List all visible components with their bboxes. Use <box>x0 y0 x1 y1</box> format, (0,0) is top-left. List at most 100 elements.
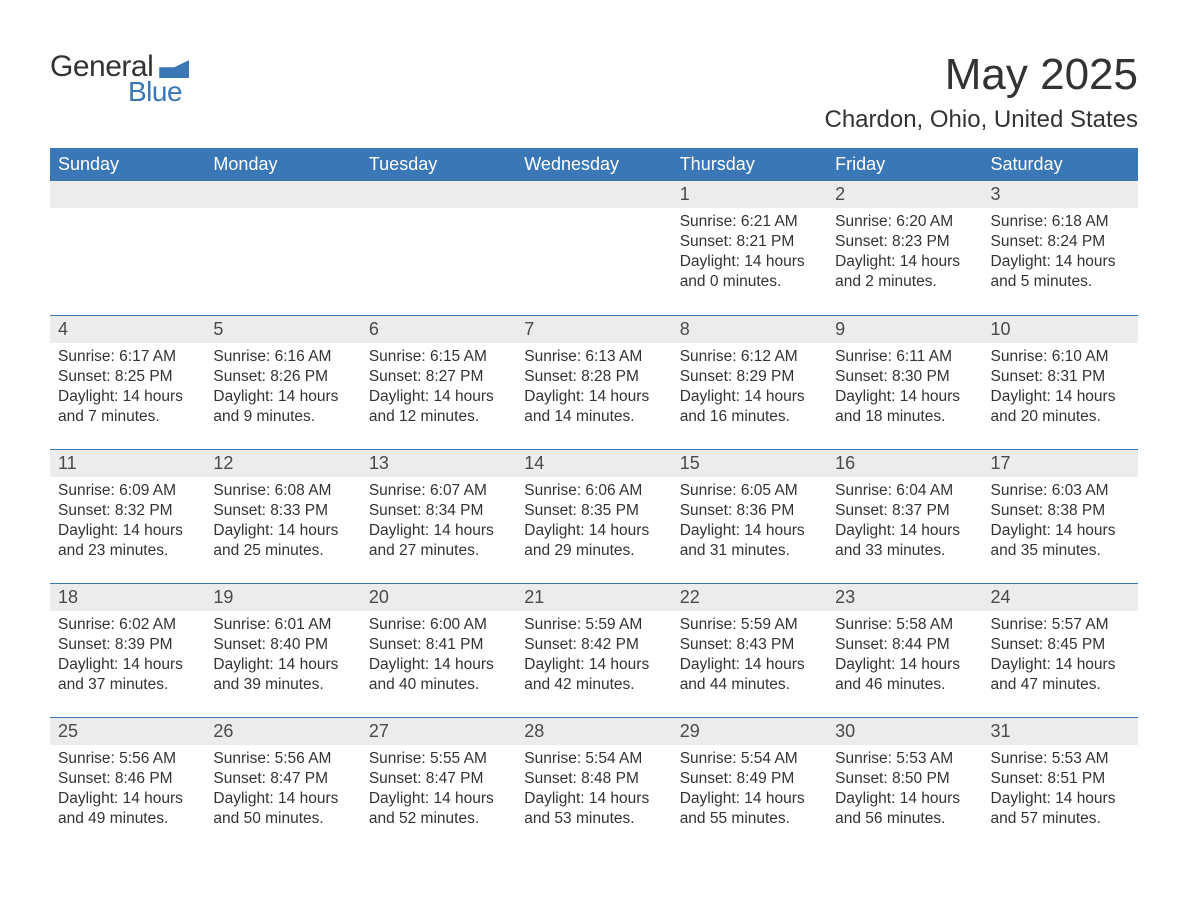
calendar-cell: 30Sunrise: 5:53 AMSunset: 8:50 PMDayligh… <box>827 717 982 851</box>
day-body: Sunrise: 6:21 AMSunset: 8:21 PMDaylight:… <box>672 208 827 303</box>
sunrise-line: Sunrise: 6:06 AM <box>524 481 663 501</box>
day-body: Sunrise: 6:00 AMSunset: 8:41 PMDaylight:… <box>361 611 516 706</box>
sunrise-line: Sunrise: 5:59 AM <box>524 615 663 635</box>
sunrise-line: Sunrise: 6:15 AM <box>369 347 508 367</box>
daylight-line: Daylight: 14 hours and 18 minutes. <box>835 387 974 427</box>
day-body <box>516 208 671 222</box>
sunrise-line: Sunrise: 6:18 AM <box>991 212 1130 232</box>
day-number: 4 <box>50 316 205 343</box>
daylight-line: Daylight: 14 hours and 5 minutes. <box>991 252 1130 292</box>
sunrise-line: Sunrise: 6:00 AM <box>369 615 508 635</box>
calendar-row: 4Sunrise: 6:17 AMSunset: 8:25 PMDaylight… <box>50 315 1138 449</box>
sunset-line: Sunset: 8:26 PM <box>213 367 352 387</box>
sunset-line: Sunset: 8:25 PM <box>58 367 197 387</box>
calendar-cell: 25Sunrise: 5:56 AMSunset: 8:46 PMDayligh… <box>50 717 205 851</box>
day-number: 27 <box>361 718 516 745</box>
day-number <box>50 181 205 208</box>
sunrise-line: Sunrise: 5:56 AM <box>213 749 352 769</box>
calendar-cell: 3Sunrise: 6:18 AMSunset: 8:24 PMDaylight… <box>983 181 1138 315</box>
day-number: 11 <box>50 450 205 477</box>
sunset-line: Sunset: 8:48 PM <box>524 769 663 789</box>
sunrise-line: Sunrise: 6:16 AM <box>213 347 352 367</box>
sunrise-line: Sunrise: 6:20 AM <box>835 212 974 232</box>
day-number: 7 <box>516 316 671 343</box>
sunrise-line: Sunrise: 5:54 AM <box>680 749 819 769</box>
sunrise-line: Sunrise: 6:11 AM <box>835 347 974 367</box>
calendar-cell: 21Sunrise: 5:59 AMSunset: 8:42 PMDayligh… <box>516 583 671 717</box>
day-number: 14 <box>516 450 671 477</box>
sunrise-line: Sunrise: 5:53 AM <box>835 749 974 769</box>
daylight-line: Daylight: 14 hours and 37 minutes. <box>58 655 197 695</box>
brand-part2: Blue <box>128 76 182 108</box>
day-number: 17 <box>983 450 1138 477</box>
weekday-header: Tuesday <box>361 148 516 181</box>
calendar-cell: 10Sunrise: 6:10 AMSunset: 8:31 PMDayligh… <box>983 315 1138 449</box>
daylight-line: Daylight: 14 hours and 33 minutes. <box>835 521 974 561</box>
day-body: Sunrise: 5:58 AMSunset: 8:44 PMDaylight:… <box>827 611 982 706</box>
day-number: 16 <box>827 450 982 477</box>
weekday-header: Thursday <box>672 148 827 181</box>
daylight-line: Daylight: 14 hours and 50 minutes. <box>213 789 352 829</box>
day-number <box>516 181 671 208</box>
day-body: Sunrise: 6:08 AMSunset: 8:33 PMDaylight:… <box>205 477 360 572</box>
sunrise-line: Sunrise: 5:53 AM <box>991 749 1130 769</box>
day-body: Sunrise: 5:57 AMSunset: 8:45 PMDaylight:… <box>983 611 1138 706</box>
sunset-line: Sunset: 8:36 PM <box>680 501 819 521</box>
daylight-line: Daylight: 14 hours and 29 minutes. <box>524 521 663 561</box>
day-number: 23 <box>827 584 982 611</box>
day-body: Sunrise: 6:18 AMSunset: 8:24 PMDaylight:… <box>983 208 1138 303</box>
day-body: Sunrise: 6:20 AMSunset: 8:23 PMDaylight:… <box>827 208 982 303</box>
sunset-line: Sunset: 8:45 PM <box>991 635 1130 655</box>
day-number: 2 <box>827 181 982 208</box>
day-body: Sunrise: 5:56 AMSunset: 8:47 PMDaylight:… <box>205 745 360 840</box>
day-body: Sunrise: 6:09 AMSunset: 8:32 PMDaylight:… <box>50 477 205 572</box>
calendar-table: SundayMondayTuesdayWednesdayThursdayFrid… <box>50 148 1138 851</box>
day-body: Sunrise: 5:56 AMSunset: 8:46 PMDaylight:… <box>50 745 205 840</box>
sunset-line: Sunset: 8:49 PM <box>680 769 819 789</box>
sunset-line: Sunset: 8:41 PM <box>369 635 508 655</box>
sunset-line: Sunset: 8:28 PM <box>524 367 663 387</box>
daylight-line: Daylight: 14 hours and 35 minutes. <box>991 521 1130 561</box>
day-body: Sunrise: 6:04 AMSunset: 8:37 PMDaylight:… <box>827 477 982 572</box>
sunrise-line: Sunrise: 5:57 AM <box>991 615 1130 635</box>
calendar-cell: 16Sunrise: 6:04 AMSunset: 8:37 PMDayligh… <box>827 449 982 583</box>
day-number: 18 <box>50 584 205 611</box>
sunset-line: Sunset: 8:47 PM <box>213 769 352 789</box>
day-body <box>361 208 516 222</box>
sunset-line: Sunset: 8:21 PM <box>680 232 819 252</box>
weekday-header: Sunday <box>50 148 205 181</box>
brand-logo: General Blue <box>50 50 189 108</box>
header: General Blue May 2025 Chardon, Ohio, Uni… <box>50 20 1138 134</box>
sunrise-line: Sunrise: 6:12 AM <box>680 347 819 367</box>
day-number <box>361 181 516 208</box>
day-number: 9 <box>827 316 982 343</box>
calendar-cell: 28Sunrise: 5:54 AMSunset: 8:48 PMDayligh… <box>516 717 671 851</box>
daylight-line: Daylight: 14 hours and 20 minutes. <box>991 387 1130 427</box>
sunset-line: Sunset: 8:42 PM <box>524 635 663 655</box>
calendar-cell: 14Sunrise: 6:06 AMSunset: 8:35 PMDayligh… <box>516 449 671 583</box>
sunset-line: Sunset: 8:40 PM <box>213 635 352 655</box>
daylight-line: Daylight: 14 hours and 7 minutes. <box>58 387 197 427</box>
calendar-cell-empty <box>50 181 205 315</box>
sunrise-line: Sunrise: 6:05 AM <box>680 481 819 501</box>
daylight-line: Daylight: 14 hours and 31 minutes. <box>680 521 819 561</box>
sunset-line: Sunset: 8:39 PM <box>58 635 197 655</box>
day-number <box>205 181 360 208</box>
sunset-line: Sunset: 8:44 PM <box>835 635 974 655</box>
sunset-line: Sunset: 8:29 PM <box>680 367 819 387</box>
day-number: 25 <box>50 718 205 745</box>
day-body: Sunrise: 6:05 AMSunset: 8:36 PMDaylight:… <box>672 477 827 572</box>
daylight-line: Daylight: 14 hours and 42 minutes. <box>524 655 663 695</box>
daylight-line: Daylight: 14 hours and 39 minutes. <box>213 655 352 695</box>
calendar-cell: 26Sunrise: 5:56 AMSunset: 8:47 PMDayligh… <box>205 717 360 851</box>
day-number: 12 <box>205 450 360 477</box>
sunset-line: Sunset: 8:33 PM <box>213 501 352 521</box>
weekday-header: Wednesday <box>516 148 671 181</box>
calendar-cell-empty <box>205 181 360 315</box>
sunrise-line: Sunrise: 5:58 AM <box>835 615 974 635</box>
daylight-line: Daylight: 14 hours and 46 minutes. <box>835 655 974 695</box>
day-body: Sunrise: 6:06 AMSunset: 8:35 PMDaylight:… <box>516 477 671 572</box>
day-body: Sunrise: 6:17 AMSunset: 8:25 PMDaylight:… <box>50 343 205 438</box>
day-body: Sunrise: 5:54 AMSunset: 8:49 PMDaylight:… <box>672 745 827 840</box>
day-number: 31 <box>983 718 1138 745</box>
